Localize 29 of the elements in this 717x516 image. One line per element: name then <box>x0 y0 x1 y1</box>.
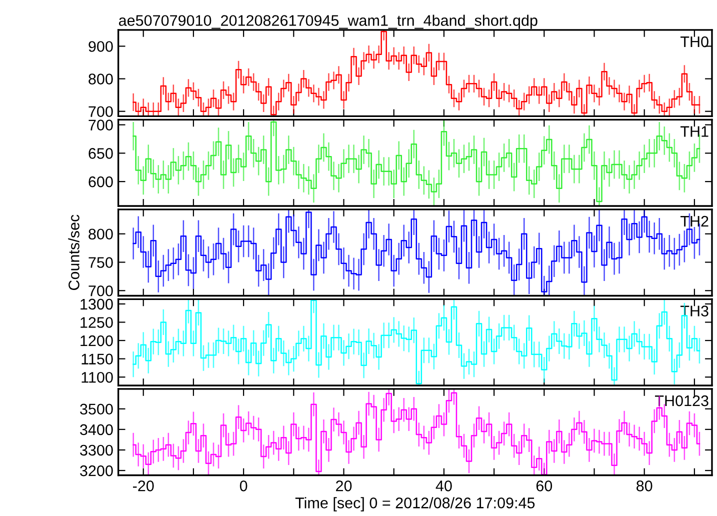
y-tick-label: 750 <box>88 257 113 268</box>
x-tick-label: 20 <box>336 480 352 492</box>
series-label: TH0 <box>680 36 708 48</box>
y-tick-label: 3400 <box>80 424 113 436</box>
y-tick-label: 1250 <box>80 317 113 328</box>
y-tick-label: 900 <box>88 41 113 52</box>
y-tick-label: 3300 <box>80 444 113 456</box>
y-tick-label: 3200 <box>80 465 113 476</box>
y-tick-label: 3500 <box>80 404 113 415</box>
y-tick-label: 700 <box>88 285 113 296</box>
y-tick-label: 700 <box>88 120 113 130</box>
x-tick-label: 80 <box>636 480 652 492</box>
y-axis-title: Counts/sec <box>68 214 80 290</box>
y-tick-label: 1300 <box>80 298 113 310</box>
x-axis-title: Time [sec] 0 = 2012/08/26 17:09:45 <box>295 497 535 512</box>
x-tick-label: 0 <box>240 480 248 492</box>
chart-title: ae507079010_20120826170945_wam1_trn_4band_short.qdp <box>118 14 538 29</box>
y-tick-label: 1100 <box>82 372 113 383</box>
series-label: TH1 <box>680 126 708 137</box>
y-tick-label: 800 <box>88 74 113 84</box>
y-tick-label: 600 <box>88 176 113 188</box>
y-tick-label: 1150 <box>82 354 113 364</box>
y-tick-label: 1200 <box>80 335 113 346</box>
y-tick-label: 700 <box>88 106 113 118</box>
x-tick-label: 60 <box>536 480 552 492</box>
x-tick-label: -20 <box>132 480 154 492</box>
y-tick-label: 650 <box>88 148 113 159</box>
y-tick-label: 800 <box>88 228 113 240</box>
x-tick-label: 40 <box>436 480 452 492</box>
